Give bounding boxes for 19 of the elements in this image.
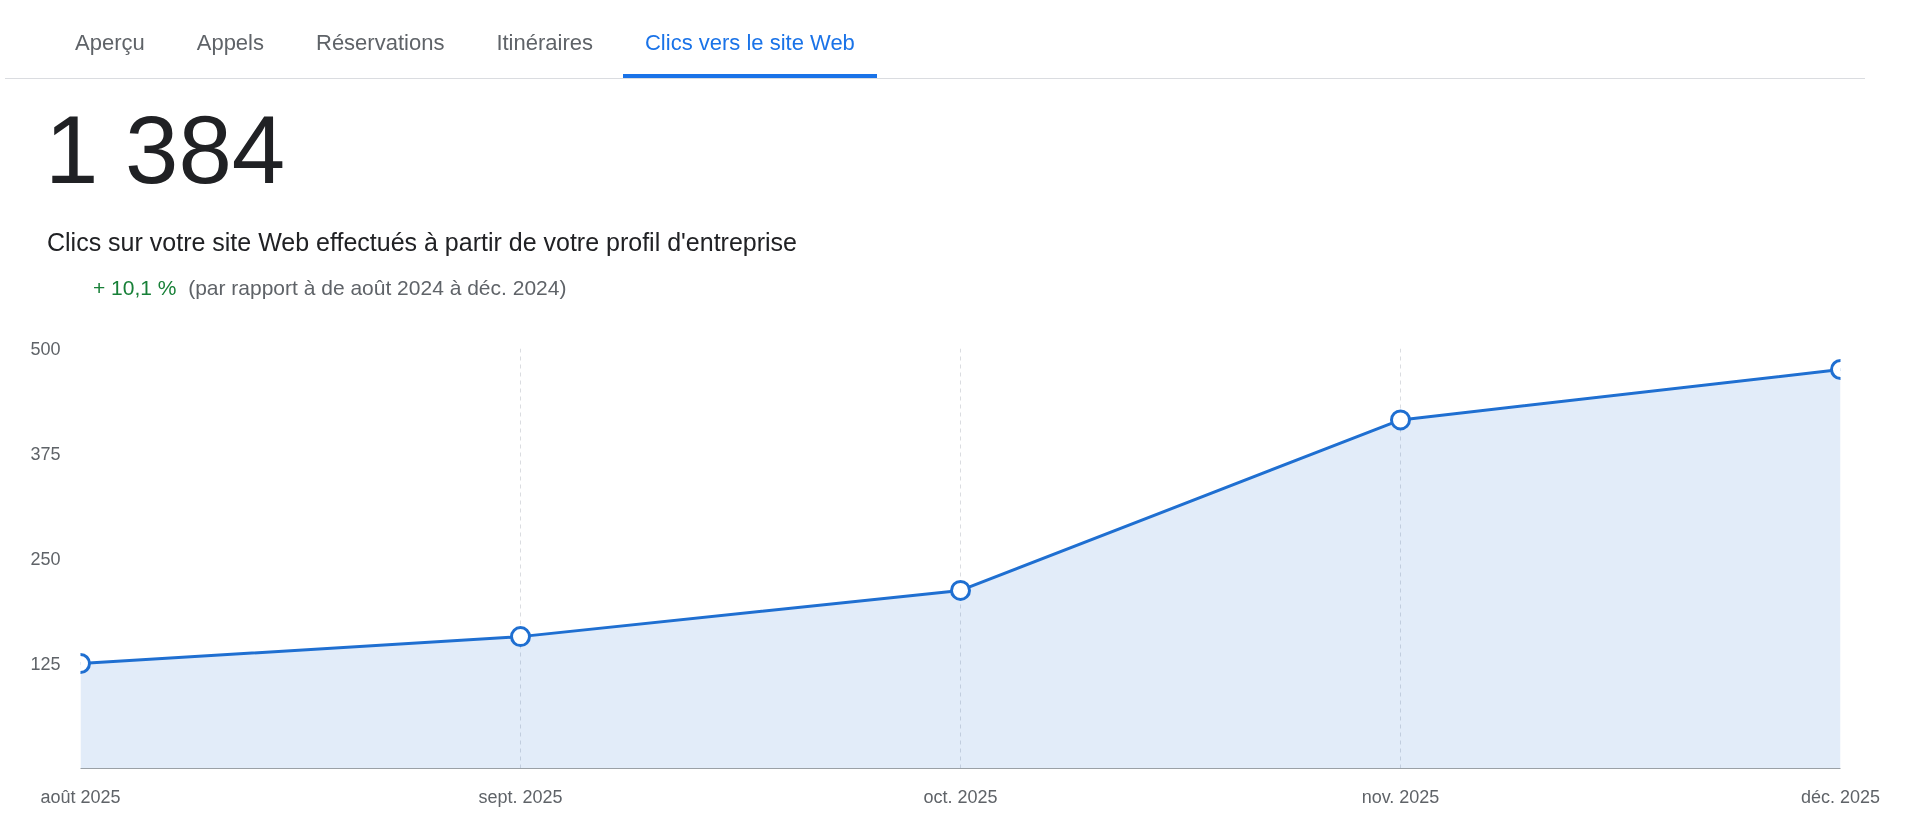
- text: (par rapport à de août 2024 à déc. 2024): [188, 276, 567, 299]
- text: Réservations: [315, 29, 446, 57]
- y-tick-label: 375: [30, 444, 61, 464]
- text: Itinéraires: [495, 29, 594, 57]
- x-tick-label: oct. 2025: [923, 786, 998, 807]
- chart-title: 1 384: [44, 95, 286, 205]
- y-tick-label: 500: [30, 339, 61, 359]
- point: [950, 579, 971, 601]
- y-tick-label: 250: [30, 549, 61, 569]
- text: Clics vers le site Web: [622, 27, 877, 79]
- text: Appels: [195, 29, 265, 57]
- x-tick-label: nov. 2025: [1361, 786, 1440, 807]
- x-tick-label: sept. 2025: [478, 786, 563, 807]
- x-tick-label: déc. 2025: [1800, 786, 1881, 807]
- y-tick-label: 125: [30, 654, 61, 674]
- chart-subtitle: Clics sur votre site Web effectués à partir de votre profil d'entreprise: [46, 227, 798, 258]
- x-tick-label: août 2025: [40, 786, 121, 807]
- text: + 10,1 %: [93, 276, 177, 299]
- text: Aperçu: [74, 29, 146, 57]
